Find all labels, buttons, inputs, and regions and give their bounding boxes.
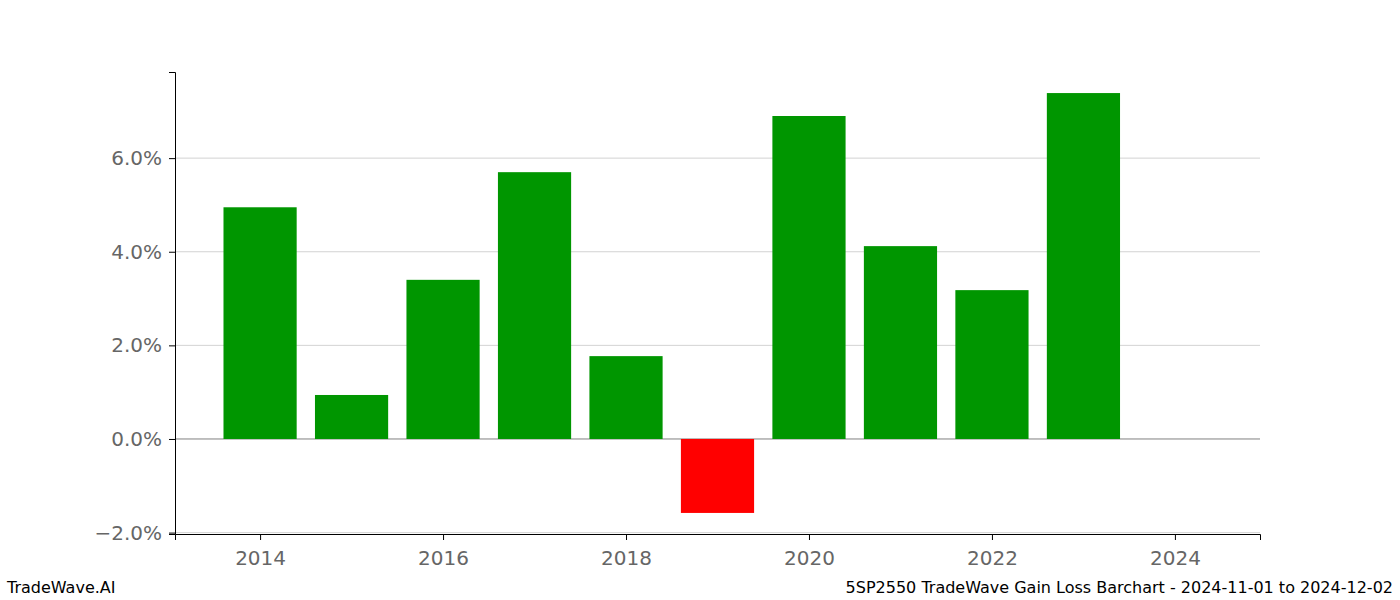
annotation: TradeWave.AI [6, 578, 115, 597]
tick: 2024 [1150, 534, 1201, 570]
tick-label: 2020 [784, 546, 835, 570]
tick-mark [169, 439, 175, 440]
bar [681, 439, 754, 513]
tick-label: 6.0% [111, 146, 162, 170]
tick-mark [992, 534, 993, 540]
axis-line [169, 73, 176, 535]
bar [589, 356, 662, 439]
bar [406, 280, 479, 439]
tick-mark [169, 252, 175, 253]
tick: 2018 [601, 534, 652, 570]
tick-label: 2024 [1150, 546, 1201, 570]
title: 5SP2550 TradeWave Gain Loss Barchart - 2… [846, 578, 1393, 597]
tick: 2020 [784, 534, 835, 570]
x-axis: 2014 2016 2018 2020 2022 2024 [176, 534, 1261, 570]
tick-mark [260, 534, 261, 540]
tick-mark [1175, 534, 1176, 540]
bar [1047, 93, 1120, 439]
tick-label: 2018 [601, 546, 652, 570]
bar [864, 246, 937, 439]
tick-mark [443, 534, 444, 540]
tick-mark [626, 534, 627, 540]
tick-mark [169, 158, 175, 159]
y-axis: −2.0% 0.0% 2.0% 4.0% 6.0% [94, 73, 175, 545]
tick: 2016 [418, 534, 469, 570]
tick-label: 4.0% [111, 240, 162, 264]
tick-label: 2022 [967, 546, 1018, 570]
bar [772, 116, 845, 439]
axis-line [176, 535, 1261, 541]
tick-label: 2014 [235, 546, 286, 570]
tick: 6.0% [111, 146, 175, 170]
tick-label: 2.0% [111, 333, 162, 357]
tick: 4.0% [111, 240, 175, 264]
bar [498, 172, 571, 439]
tick: 2022 [967, 534, 1018, 570]
bar [223, 207, 296, 439]
tick-label: 2016 [418, 546, 469, 570]
chart: −2.0% 0.0% 2.0% 4.0% 6.0% 2014 2016 2018 2020 202… [0, 0, 1400, 600]
bar [955, 290, 1028, 439]
tick-mark [809, 534, 810, 540]
tick: 2.0% [111, 333, 175, 357]
bars [223, 93, 1120, 513]
tick: 2014 [235, 534, 286, 570]
tick-mark [169, 345, 175, 346]
tick-mark [169, 533, 175, 534]
grid-line [175, 532, 1260, 533]
tick-label: −2.0% [94, 520, 162, 544]
tick: −2.0% [94, 520, 175, 544]
tick: 0.0% [111, 427, 175, 451]
tick-label: 0.0% [111, 427, 162, 451]
bar [315, 395, 388, 439]
plot-area: −2.0% 0.0% 2.0% 4.0% 6.0% 2014 2016 2018 2020 202… [94, 73, 1260, 571]
